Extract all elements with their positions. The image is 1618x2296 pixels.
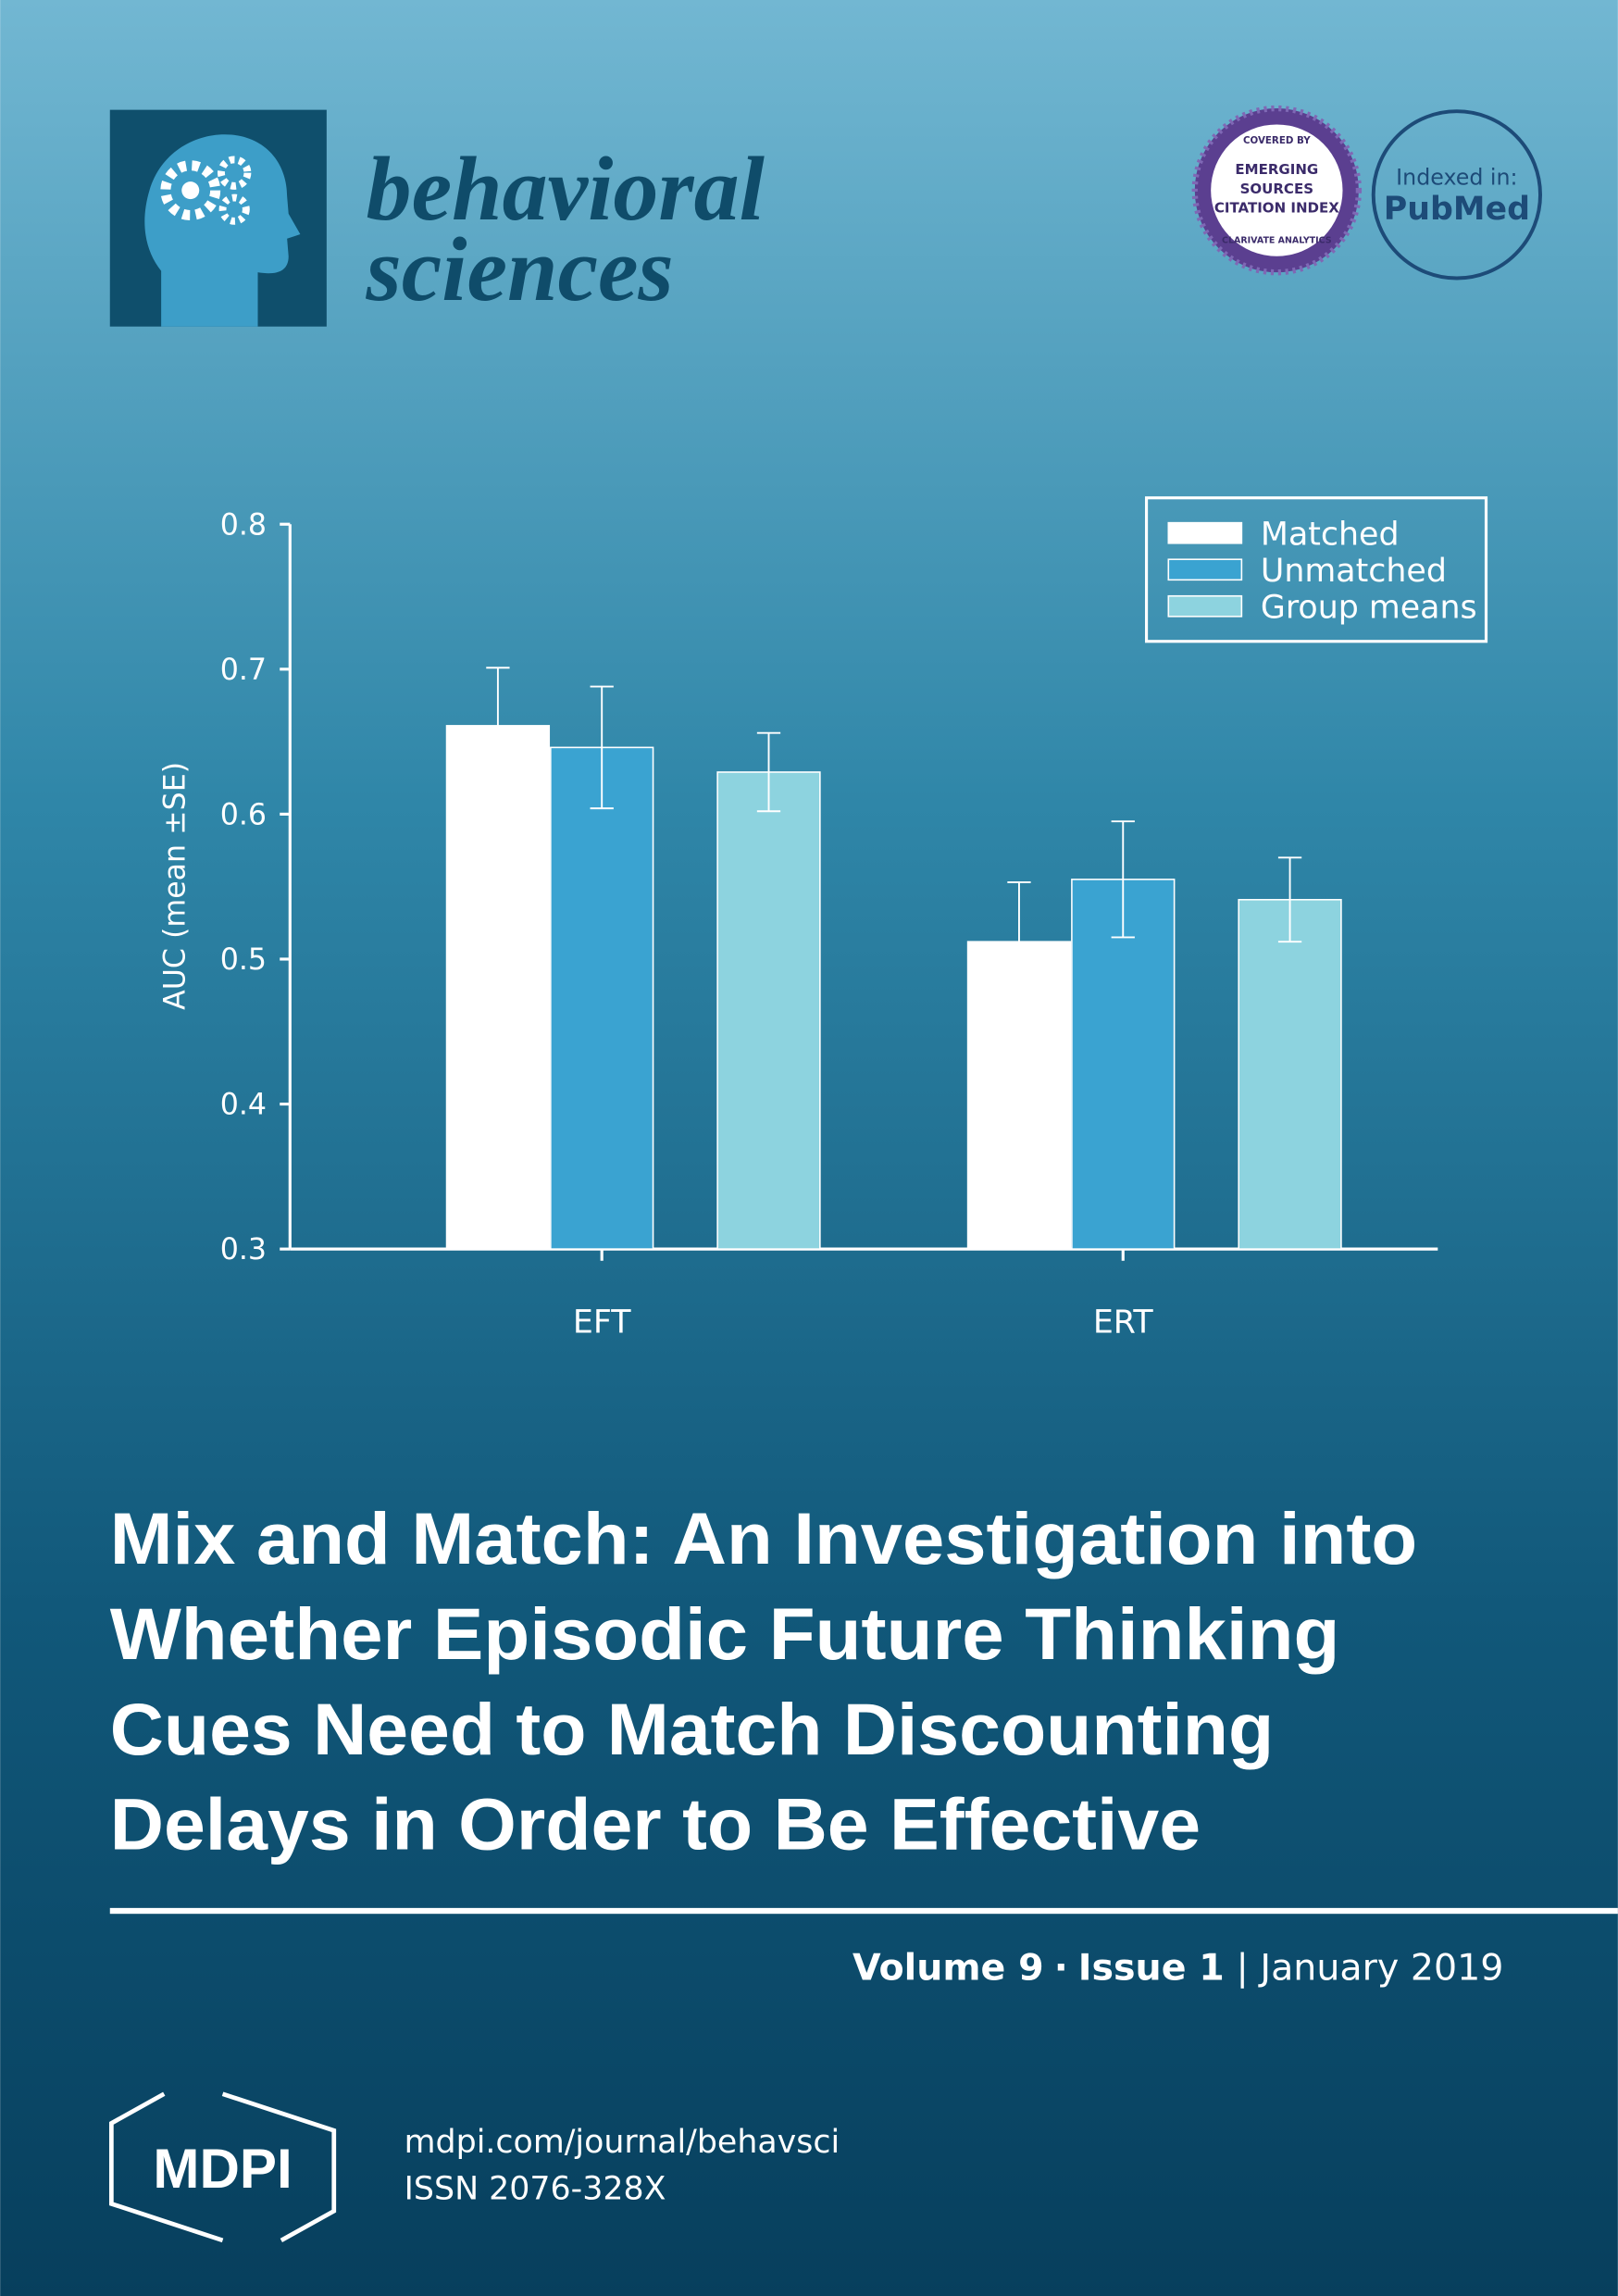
journal-url: mdpi.com/journal/behavsci bbox=[404, 2124, 840, 2161]
y-tick-label: 0.7 bbox=[220, 654, 267, 687]
x-tick-label: ERT bbox=[1093, 1304, 1154, 1341]
legend-swatch bbox=[1167, 521, 1243, 544]
journal-logo bbox=[109, 109, 327, 327]
bar bbox=[550, 746, 654, 1250]
y-tick-label: 0.4 bbox=[220, 1089, 267, 1122]
y-tick-label: 0.3 bbox=[220, 1233, 267, 1267]
pubmed-text: Indexed in: bbox=[1396, 164, 1517, 190]
date: January 2019 bbox=[1257, 1946, 1503, 1989]
error-bar bbox=[1111, 820, 1135, 939]
pubmed-ring bbox=[1371, 109, 1543, 281]
legend-label: Matched bbox=[1261, 516, 1400, 553]
badge-face bbox=[1211, 124, 1343, 256]
legend-box bbox=[1144, 496, 1488, 643]
chart: AUC (mean ±SE) 0.3 0.4 0.5 0.6 0.7 0.8 EFT ERT M… bbox=[158, 496, 1488, 1341]
journal-name: sciences bbox=[366, 220, 674, 320]
article-title: Cues Need to Match Discounting bbox=[110, 1688, 1274, 1770]
error-bar bbox=[1277, 856, 1302, 943]
error-bar bbox=[1007, 881, 1031, 1003]
badge-text: EMERGING bbox=[1235, 161, 1318, 178]
article-title: Whether Episodic Future Thinking bbox=[110, 1592, 1340, 1675]
pubmed-text: PubMed bbox=[1384, 191, 1530, 228]
bar bbox=[1238, 898, 1342, 1250]
separator: | bbox=[1236, 1946, 1248, 1989]
divider bbox=[109, 1907, 1618, 1915]
error-bar bbox=[756, 731, 781, 813]
badge-text: COVERED BY bbox=[1243, 135, 1311, 146]
article-title: Mix and Match: An Investigation into bbox=[110, 1497, 1417, 1579]
legend-swatch bbox=[1167, 594, 1243, 618]
logo-gear bbox=[218, 193, 250, 225]
logo-gear bbox=[160, 160, 221, 221]
badge-text: SOURCES bbox=[1240, 181, 1313, 197]
esci-badge: COVERED BY EMERGING SOURCES CITATION IND… bbox=[1191, 105, 1363, 276]
badge-text: CLARIVATE ANALYTICS bbox=[1222, 236, 1332, 246]
error-bar bbox=[486, 667, 510, 785]
bar bbox=[445, 725, 551, 1250]
publisher-logo: MDPI bbox=[108, 2091, 337, 2243]
y-tick-label: 0.6 bbox=[220, 798, 267, 831]
volume: Volume 9 bbox=[853, 1946, 1044, 1989]
x-tick-label: EFT bbox=[573, 1304, 631, 1341]
issn: ISSN 2076-328X bbox=[404, 2171, 666, 2208]
legend-label: Group means bbox=[1261, 589, 1477, 626]
legend-label: Unmatched bbox=[1261, 553, 1447, 590]
y-tick-label: 0.8 bbox=[220, 508, 267, 542]
issue-info: Volume 9 · Issue 1 | January 2019 bbox=[853, 1946, 1503, 1989]
article-title: Delays in Order to Be Effective bbox=[110, 1783, 1201, 1866]
bar bbox=[716, 771, 821, 1250]
legend-swatch bbox=[1167, 558, 1243, 581]
logo-hexagon bbox=[108, 2091, 337, 2243]
logo-head bbox=[144, 134, 301, 327]
badge-text: CITATION INDEX bbox=[1214, 199, 1339, 216]
y-tick-label: 0.5 bbox=[220, 943, 267, 977]
issue: Issue 1 bbox=[1078, 1946, 1225, 1989]
badge-ring-dots bbox=[1191, 105, 1363, 276]
logo-gear-hub bbox=[181, 181, 200, 200]
pubmed-badge: Indexed in: PubMed bbox=[1371, 109, 1543, 281]
error-bar bbox=[590, 685, 614, 810]
y-axis-label: AUC (mean ±SE) bbox=[158, 762, 192, 1010]
publisher-name: MDPI bbox=[153, 2138, 292, 2200]
logo-gear bbox=[218, 156, 252, 190]
separator: · bbox=[1054, 1946, 1068, 1989]
journal-name: behavioral bbox=[367, 140, 765, 240]
